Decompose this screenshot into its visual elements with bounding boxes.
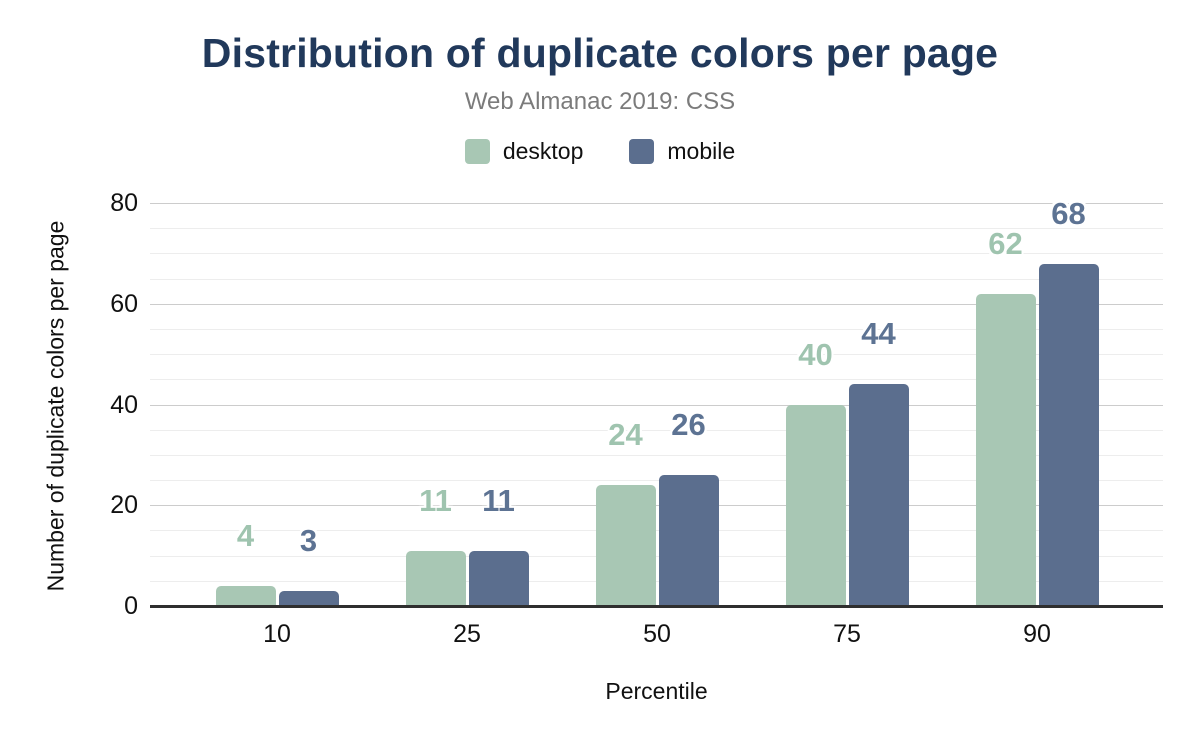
value-label-desktop-p75: 40: [798, 336, 833, 372]
bar-desktop-p50[interactable]: [595, 485, 656, 606]
y-axis-title: Number of duplicate colors per page: [42, 220, 69, 592]
legend-label-mobile: mobile: [667, 138, 736, 164]
bar-mobile-p25[interactable]: [468, 550, 529, 606]
bar-desktop-p25[interactable]: [405, 550, 466, 606]
x-tick-label: 75: [833, 620, 861, 648]
gridline-minor: [150, 228, 1163, 230]
gridline-minor: [150, 278, 1163, 280]
gridline-minor: [150, 580, 1163, 582]
value-label-desktop-p10: 4: [236, 517, 255, 553]
y-tick-label: 80: [110, 189, 138, 217]
value-label-mobile-p50: 26: [671, 407, 706, 442]
x-tick-label: 90: [1023, 620, 1051, 648]
value-label-mobile-p10: 3: [299, 522, 318, 558]
x-tick-label: 25: [453, 620, 481, 648]
x-tick-label: 50: [643, 620, 671, 648]
gridline-minor: [150, 328, 1163, 330]
gridline-minor: [150, 253, 1163, 255]
value-label-mobile-p25: 11: [482, 482, 515, 518]
y-tick-label: 20: [110, 491, 138, 520]
value-label-mobile-p90: 68: [1051, 195, 1086, 231]
gridline-major: [150, 303, 1163, 305]
gridline-minor: [150, 480, 1163, 482]
gridline-minor: [150, 530, 1163, 532]
gridline-minor: [150, 555, 1163, 557]
chart-title: Distribution of duplicate colors per pag…: [201, 30, 999, 76]
legend-swatch-desktop: [464, 139, 490, 164]
gridline-major: [150, 404, 1163, 406]
legend: desktop mobile: [0, 138, 1200, 165]
chart-subtitle: Web Almanac 2019: CSS: [464, 88, 736, 115]
y-tick-label: 0: [124, 592, 138, 620]
legend-label-desktop: desktop: [502, 138, 584, 164]
bar-mobile-p90[interactable]: [1038, 263, 1099, 606]
gridline-minor: [150, 379, 1163, 381]
bar-mobile-p10[interactable]: [278, 590, 339, 606]
gridline-major: [150, 505, 1163, 507]
gridline-minor: [150, 454, 1163, 456]
gridline-minor: [150, 354, 1163, 356]
value-label-desktop-p25: 11: [419, 482, 452, 518]
legend-item-desktop[interactable]: desktop: [464, 138, 584, 165]
legend-swatch-mobile: [629, 139, 655, 164]
y-tick-label: 40: [110, 390, 138, 419]
y-tick-label: 60: [110, 289, 138, 318]
gridline-minor: [150, 429, 1163, 431]
bar-desktop-p90[interactable]: [975, 293, 1036, 606]
value-label-desktop-p90: 62: [988, 225, 1023, 261]
legend-item-mobile[interactable]: mobile: [629, 138, 735, 165]
x-axis-title: Percentile: [605, 678, 708, 704]
bar-mobile-p50[interactable]: [658, 475, 719, 606]
gridline-major: [150, 203, 1163, 204]
bar-desktop-p10[interactable]: [215, 585, 276, 606]
x-axis-line: [150, 605, 1163, 608]
bar-mobile-p75[interactable]: [848, 384, 909, 606]
value-label-mobile-p75: 44: [861, 316, 896, 352]
value-label-desktop-p50: 24: [608, 417, 643, 453]
x-tick-label: 10: [263, 620, 291, 648]
bar-desktop-p75[interactable]: [785, 404, 846, 606]
